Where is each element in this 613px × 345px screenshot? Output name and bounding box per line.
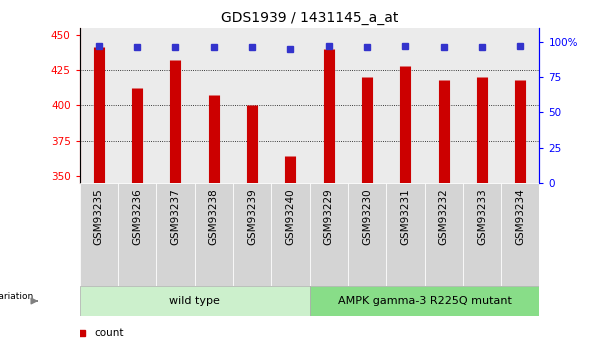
Text: GSM93236: GSM93236 [132,188,142,245]
Text: AMPK gamma-3 R225Q mutant: AMPK gamma-3 R225Q mutant [338,296,511,306]
Bar [310,28,348,183]
Bar [156,183,195,286]
Bar [271,28,310,183]
Bar [424,28,463,183]
Text: GSM93230: GSM93230 [362,188,372,245]
Bar [501,28,539,183]
Bar [386,183,424,286]
Text: GSM93234: GSM93234 [516,188,525,245]
Bar [463,183,501,286]
Bar [156,28,195,183]
Text: GSM93232: GSM93232 [439,188,449,245]
Text: wild type: wild type [169,296,220,306]
Bar [80,28,118,183]
Text: GSM93235: GSM93235 [94,188,104,245]
Text: GSM93231: GSM93231 [400,188,410,245]
Text: GSM93239: GSM93239 [247,188,257,245]
Bar [233,183,271,286]
Text: genotype/variation: genotype/variation [0,292,34,301]
Bar [271,183,310,286]
Bar [80,286,310,316]
Bar [310,183,348,286]
Bar [348,183,386,286]
Text: count: count [95,328,124,338]
Bar [424,183,463,286]
Bar [195,183,233,286]
Bar [463,28,501,183]
Bar [348,28,386,183]
Bar [501,183,539,286]
Text: GSM93237: GSM93237 [170,188,180,245]
Text: GSM93240: GSM93240 [286,188,295,245]
Title: GDS1939 / 1431145_a_at: GDS1939 / 1431145_a_at [221,11,398,25]
Bar [233,28,271,183]
Bar [80,183,118,286]
Bar [386,28,424,183]
Bar [195,28,233,183]
Bar [118,28,156,183]
Text: GSM93229: GSM93229 [324,188,333,245]
Text: GSM93233: GSM93233 [477,188,487,245]
Text: GSM93238: GSM93238 [209,188,219,245]
Bar [118,183,156,286]
Bar [310,286,539,316]
